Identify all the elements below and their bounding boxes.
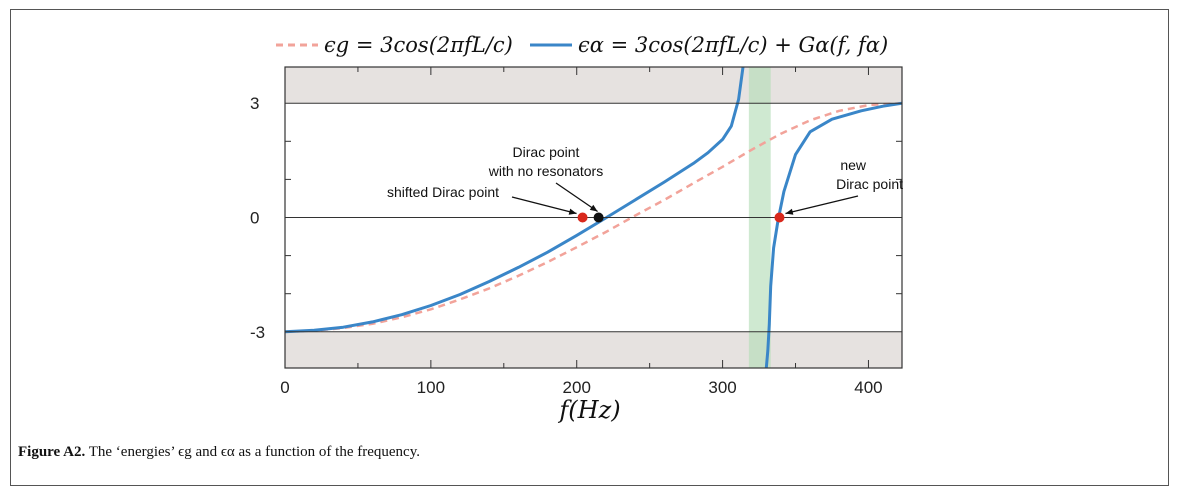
band-shade-bottom xyxy=(285,331,902,368)
caption-label: Figure A2. xyxy=(18,444,86,460)
chart: -3 0 3 0 100 200 300 400 shifted Dirac point Dir… xyxy=(250,33,903,424)
series-line-1 xyxy=(285,67,745,334)
y-tick-label: -3 xyxy=(250,323,265,342)
y-tick-label: 3 xyxy=(250,94,259,113)
annotation-shifted-dirac: shifted Dirac point xyxy=(387,184,499,200)
series-line-2 xyxy=(764,101,902,368)
caption-text: The ‘energies’ ϵg and ϵα as a function o… xyxy=(88,444,420,460)
legend-label-a: ϵα = 3cos(2πfL/c) + Gα(f, fα) xyxy=(578,33,888,57)
x-tick-label: 400 xyxy=(854,378,882,397)
band-shade-top xyxy=(285,67,902,104)
arrow-dirac xyxy=(555,182,598,213)
series-line-0 xyxy=(285,101,902,334)
data-point-1 xyxy=(593,212,604,223)
annotation-new-dirac: new xyxy=(840,157,867,173)
y-tick-label: 0 xyxy=(250,209,259,228)
x-axis-label: f(Hz) xyxy=(557,396,620,424)
arrow-shifted-dirac xyxy=(511,196,577,215)
figure-caption: Figure A2. The ‘energies’ ϵg and ϵα as a… xyxy=(18,444,420,461)
arrow-shifted-dirac-head xyxy=(568,208,577,215)
arrow-dirac-head xyxy=(589,204,598,212)
x-tick-label: 100 xyxy=(417,378,445,397)
x-tick-label: 200 xyxy=(563,378,591,397)
legend-label-g: ϵg = 3cos(2πfL/c) xyxy=(324,33,513,57)
annotation-dirac-line2: with no resonators xyxy=(488,163,603,179)
arrow-new-dirac xyxy=(785,195,859,215)
x-tick-label: 300 xyxy=(708,378,736,397)
x-tick-label: 0 xyxy=(280,378,289,397)
legend: ϵg = 3cos(2πfL/c) ϵα = 3cos(2πfL/c) + Gα… xyxy=(276,33,888,57)
data-point-0 xyxy=(577,212,588,223)
data-point-2 xyxy=(774,212,785,223)
annotation-new-dirac-line2: Dirac point xyxy=(836,176,903,192)
arrow-new-dirac-head xyxy=(785,208,794,215)
annotation-dirac: Dirac point xyxy=(513,144,580,160)
